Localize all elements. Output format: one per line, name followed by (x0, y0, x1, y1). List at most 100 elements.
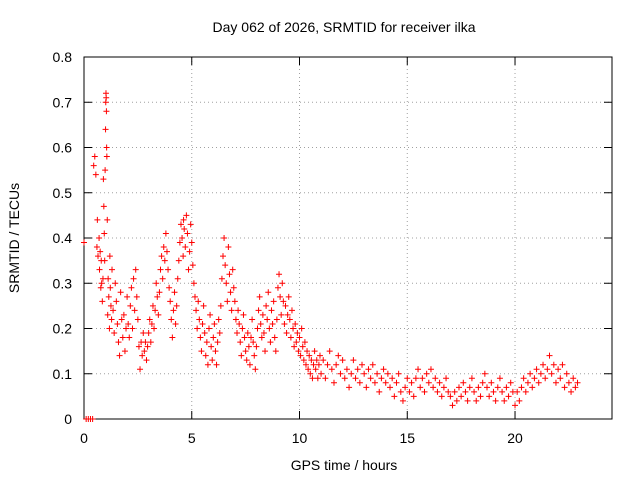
data-point (225, 244, 232, 251)
data-point (520, 375, 527, 382)
data-point (209, 357, 216, 364)
y-tick-label: 0.7 (53, 94, 73, 110)
data-point (243, 357, 250, 364)
data-point (307, 370, 314, 377)
data-point (90, 162, 97, 169)
data-point (210, 334, 217, 341)
data-point (176, 239, 183, 246)
data-point (436, 379, 443, 386)
data-point (252, 366, 259, 373)
data-point (179, 235, 186, 241)
data-point (421, 388, 428, 395)
data-point (361, 370, 368, 377)
data-point (191, 293, 198, 300)
data-point (544, 366, 551, 373)
data-point (494, 384, 501, 391)
data-point (488, 379, 495, 386)
data-point (91, 153, 98, 160)
data-point (260, 330, 267, 337)
data-point (107, 302, 114, 309)
data-point (300, 357, 307, 364)
data-point (189, 262, 196, 269)
y-tick-label: 0.5 (53, 185, 73, 201)
data-point (236, 320, 243, 327)
data-point (125, 320, 132, 327)
data-point (293, 339, 300, 346)
data-point (312, 366, 319, 373)
data-point (341, 375, 348, 382)
data-point (104, 216, 111, 223)
data-point (267, 339, 274, 346)
data-point (100, 203, 107, 210)
data-point (264, 316, 271, 323)
data-point (324, 361, 331, 368)
data-point (168, 316, 175, 323)
data-point (129, 325, 136, 332)
data-point (158, 253, 165, 260)
data-point (203, 339, 210, 346)
data-point (89, 416, 96, 422)
data-point (183, 212, 190, 219)
data-point (393, 379, 400, 386)
data-point (99, 275, 106, 282)
tick-labels: 0 0.1 0.2 0.3 0.4 0.5 0.6 0.7 0.8 0 5 10 15 20 (53, 49, 523, 446)
data-point (462, 388, 469, 395)
data-point (449, 402, 456, 409)
data-point (352, 375, 359, 382)
data-point (145, 330, 152, 337)
data-point (423, 370, 430, 377)
data-point (221, 235, 228, 241)
data-point (492, 397, 499, 404)
data-point (270, 298, 277, 305)
data-point (119, 334, 126, 341)
data-point (100, 176, 107, 183)
data-point (242, 348, 249, 355)
data-point (148, 320, 155, 327)
data-point (402, 384, 409, 391)
data-point (135, 343, 142, 350)
data-point (95, 253, 102, 260)
data-point (285, 293, 292, 300)
data-point (471, 388, 478, 395)
data-point (186, 248, 193, 255)
data-point (527, 370, 534, 377)
data-point (139, 352, 146, 359)
data-point (160, 244, 167, 251)
data-point (196, 316, 203, 323)
data-point (220, 253, 227, 260)
data-point (212, 348, 219, 355)
data-point (306, 352, 313, 359)
data-point (298, 325, 305, 332)
data-point (107, 284, 114, 291)
data-point (175, 257, 182, 264)
data-point (376, 388, 383, 395)
data-point (399, 397, 406, 404)
data-point (98, 280, 105, 287)
data-point (163, 248, 170, 255)
data-point (477, 393, 484, 400)
data-point (531, 375, 538, 382)
data-point (391, 393, 398, 400)
data-point (522, 388, 529, 395)
data-point (284, 311, 291, 318)
data-point (140, 330, 147, 337)
data-point (256, 293, 263, 300)
data-point (272, 348, 279, 355)
data-point (371, 379, 378, 386)
data-point (389, 375, 396, 382)
data-point (279, 280, 286, 287)
data-point (241, 334, 248, 341)
data-point (92, 171, 99, 178)
data-point (304, 348, 311, 355)
data-point (408, 379, 415, 386)
data-point (124, 293, 131, 300)
data-point (537, 370, 544, 377)
data-point (146, 316, 153, 323)
data-point (550, 361, 557, 368)
data-point (365, 366, 372, 373)
data-point (144, 343, 151, 350)
data-point (574, 379, 581, 386)
data-point (105, 293, 112, 300)
data-point (288, 307, 295, 314)
data-point (514, 388, 521, 395)
